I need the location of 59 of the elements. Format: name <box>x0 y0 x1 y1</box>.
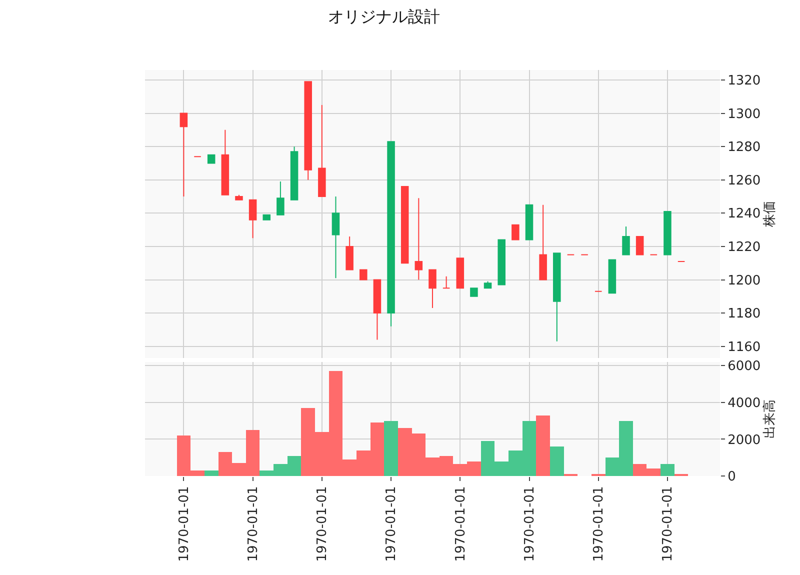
x-tick-label: 1970-01-01 <box>315 486 330 562</box>
y-tick-label: 1280 <box>728 140 761 156</box>
y-tick-label: 0 <box>728 470 736 485</box>
y-tick-label: 1260 <box>728 173 761 188</box>
candlestick <box>539 204 547 280</box>
candlestick <box>346 236 354 270</box>
bar <box>536 415 550 476</box>
candlestick <box>428 269 436 309</box>
candlestick <box>664 211 672 256</box>
y-axis-title: 株価 <box>762 201 778 228</box>
y-tick-label: 1180 <box>728 306 761 322</box>
y-tick-label: 1200 <box>728 273 761 288</box>
chart-title: オリジナル設計 <box>328 7 440 26</box>
candlestick <box>456 258 464 289</box>
candlestick <box>525 204 534 240</box>
candlestick <box>553 252 561 342</box>
bar <box>550 446 564 476</box>
y-tick-label: 1300 <box>728 106 761 122</box>
bar <box>204 470 218 476</box>
candlestick <box>207 154 216 164</box>
bar <box>384 420 398 476</box>
bar <box>660 464 674 476</box>
x-tick-label: 1970-01-01 <box>522 486 538 562</box>
y-tick-label: 1320 <box>728 74 761 89</box>
candlestick <box>180 112 188 198</box>
x-tick-label: 1970-01-01 <box>384 486 400 562</box>
candlestick <box>512 224 520 240</box>
candlestick <box>608 259 616 294</box>
candlestick <box>414 198 423 280</box>
x-tick-label: 1970-01-01 <box>176 486 192 562</box>
y-tick-label: 1240 <box>728 206 761 222</box>
candlestick <box>360 269 368 280</box>
candlestick <box>304 81 312 180</box>
y-tick-label: 1160 <box>728 340 761 355</box>
candlestick <box>262 214 271 220</box>
x-tick-label: 1970-01-01 <box>246 486 262 562</box>
candlestick <box>636 236 644 256</box>
y-tick-label: 1220 <box>728 240 761 256</box>
candlestick <box>332 196 340 279</box>
candlestick <box>484 280 492 289</box>
candlestick <box>248 199 257 239</box>
candlestick <box>470 288 478 297</box>
y-axis-title: 出来高 <box>761 400 778 438</box>
candlestick <box>290 146 298 200</box>
x-tick-label: 1970-01-01 <box>453 486 468 562</box>
candlestick <box>221 129 230 196</box>
candlestick <box>276 181 284 216</box>
y-tick-label: 2000 <box>728 432 761 448</box>
candlestick <box>318 104 326 198</box>
y-tick-label: 4000 <box>728 396 761 411</box>
candlestick <box>622 226 630 256</box>
x-tick-label: 1970-01-01 <box>660 486 676 562</box>
candlestick <box>373 279 382 340</box>
candlestick <box>442 276 450 289</box>
candlestick <box>498 239 506 286</box>
candlestick <box>400 186 409 264</box>
x-tick-label: 1970-01-01 <box>592 486 607 562</box>
y-tick-label: 6000 <box>728 359 761 374</box>
candlestick <box>235 194 243 200</box>
